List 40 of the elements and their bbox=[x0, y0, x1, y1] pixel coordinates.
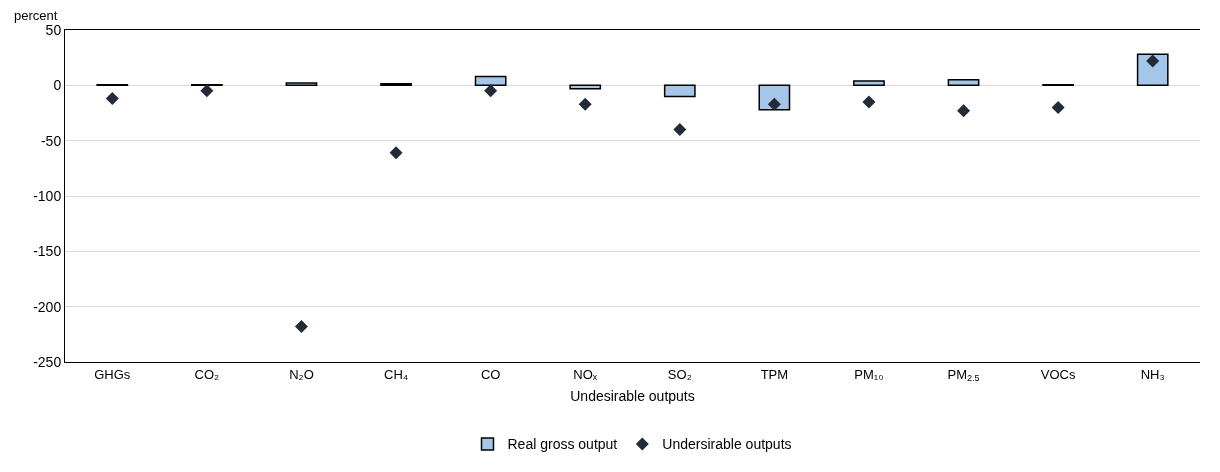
y-tick-label: -150 bbox=[33, 243, 62, 260]
bar bbox=[1136, 53, 1169, 87]
bar bbox=[663, 84, 696, 98]
bar bbox=[285, 82, 318, 87]
point bbox=[200, 84, 214, 98]
y-axis-title: percent bbox=[14, 8, 58, 23]
point bbox=[105, 92, 119, 106]
x-tick-label: N₂O bbox=[289, 366, 314, 382]
x-tick-label: CO₂ bbox=[194, 366, 220, 382]
y-tick-label: -200 bbox=[33, 298, 62, 315]
point bbox=[862, 95, 876, 109]
y-tick-label: -50 bbox=[40, 132, 62, 149]
x-tick-label: NOₓ bbox=[573, 366, 598, 382]
bar bbox=[474, 75, 507, 87]
y-tick-label: -250 bbox=[33, 353, 62, 370]
x-tick-label: PM$_{2.5}$ bbox=[947, 366, 980, 384]
bar bbox=[947, 79, 980, 87]
x-tick-label: CO bbox=[480, 366, 501, 382]
legend-label: Real gross output bbox=[507, 436, 618, 453]
point bbox=[484, 84, 498, 98]
x-tick-label: SO₂ bbox=[667, 366, 692, 382]
point bbox=[957, 104, 971, 118]
bar bbox=[853, 80, 885, 87]
x-tick-label: VOCs bbox=[1040, 366, 1076, 382]
x-tick-label: GHGs bbox=[94, 366, 131, 382]
point bbox=[578, 97, 592, 111]
point bbox=[673, 123, 687, 137]
point bbox=[389, 146, 403, 160]
point bbox=[1146, 54, 1160, 68]
x-tick-label: PM₁₀ bbox=[854, 366, 884, 382]
y-tick-label: 50 bbox=[45, 21, 62, 38]
point bbox=[1051, 100, 1065, 114]
x-tick-label: CH₄ bbox=[383, 366, 409, 382]
x-tick-label: NH₃ bbox=[1140, 366, 1165, 382]
point bbox=[294, 320, 308, 334]
x-axis-title: Undesirable outputs bbox=[570, 387, 695, 404]
x-tick-label: TPM bbox=[760, 366, 789, 382]
legend-label: Undersirable outputs bbox=[662, 436, 792, 453]
y-tick-label: -100 bbox=[33, 187, 62, 204]
y-tick-label: 0 bbox=[53, 77, 62, 94]
